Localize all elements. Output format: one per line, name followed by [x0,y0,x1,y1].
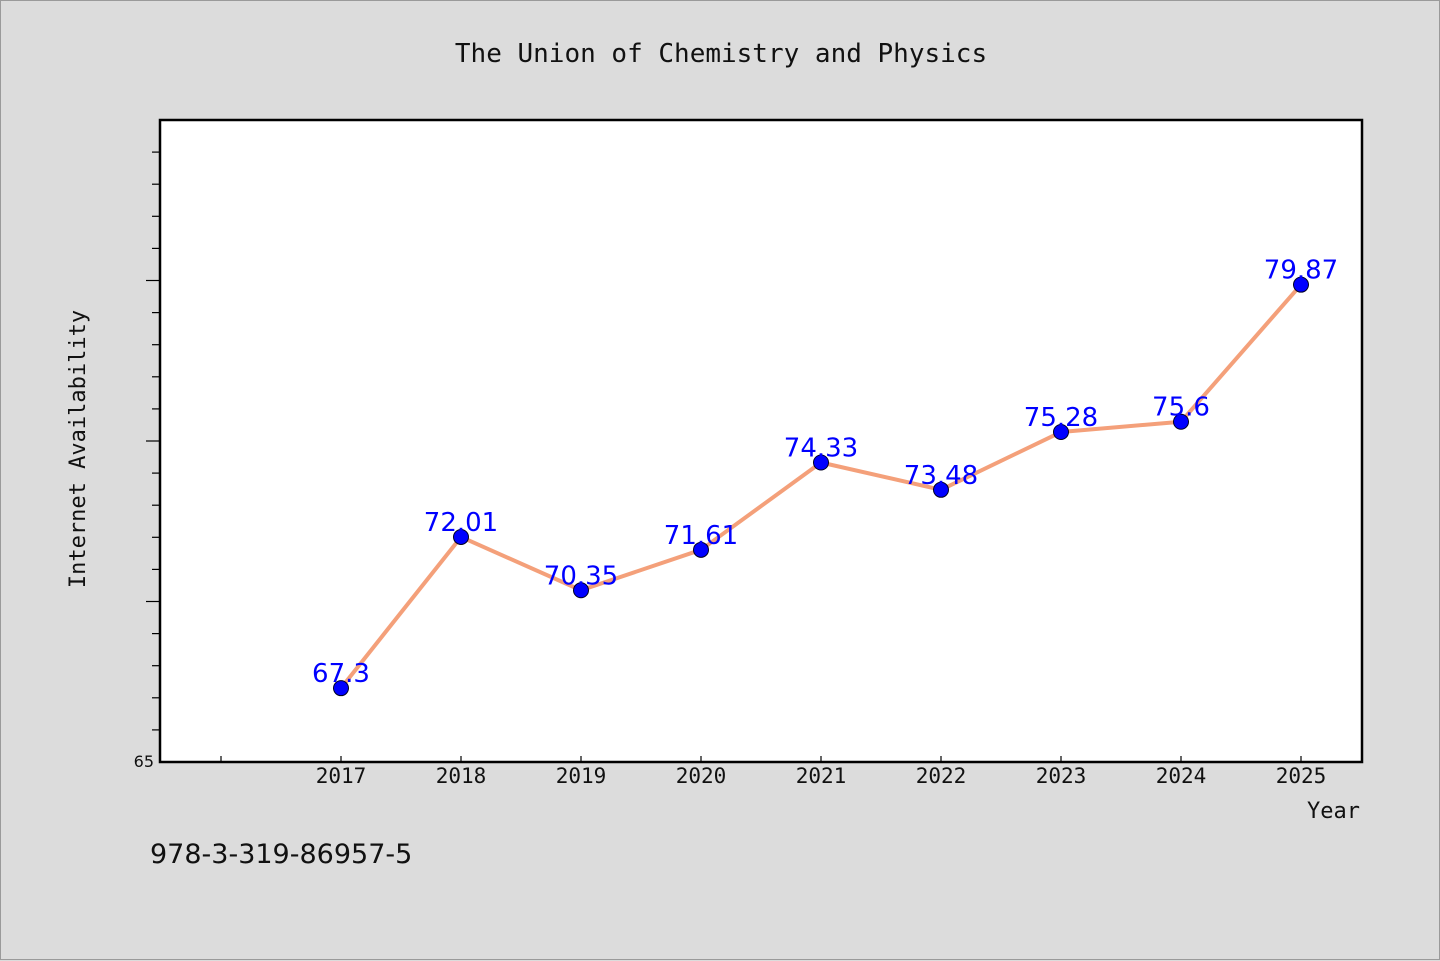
y-axis-label: Internet Availability [66,310,91,588]
data-label: 79.87 [1264,256,1338,286]
data-point [1173,413,1189,430]
data-point [453,528,469,545]
data-point [813,454,829,471]
x-tick-label: 2024 [1156,764,1207,788]
data-point [333,680,349,697]
x-tick-label: 2023 [1036,764,1087,788]
data-label: 73.48 [904,461,978,491]
data-point [693,541,709,558]
x-tick-label: 2017 [316,764,367,788]
x-tick-label: 2025 [1276,764,1327,788]
footer-code: 978-3-319-86957-5 [150,839,412,870]
data-label: 71.61 [664,521,738,551]
data-point [1053,424,1069,441]
data-label: 75.28 [1024,403,1098,433]
x-tick-label: 2019 [556,764,607,788]
data-point [1293,276,1309,293]
x-axis-ticks: 2017 2018 2019 2020 2021 2022 2023 2024 2025 [220,756,1327,788]
data-label: 72.01 [424,508,498,538]
data-label: 75.6 [1152,393,1210,423]
x-tick-label: 2020 [676,764,727,788]
series-layer: 67.3 72.01 70.35 71.61 74.33 73.48 75.28 75.6 79… [312,256,1338,697]
y-tick-label-min: 65 [134,752,154,771]
x-tick-label: 2022 [916,764,967,788]
data-label: 67.3 [312,659,370,689]
chart-title: The Union of Chemistry and Physics [455,39,987,69]
plot-area [158,118,1364,764]
y-axis-ticks [146,151,160,731]
x-axis-label: Year [1307,799,1360,824]
data-point [573,582,589,599]
data-point [933,481,949,498]
x-tick-label: 2018 [436,764,487,788]
data-label: 74.33 [784,434,858,464]
data-label: 70.35 [544,561,618,591]
x-tick-label: 2021 [796,764,847,788]
